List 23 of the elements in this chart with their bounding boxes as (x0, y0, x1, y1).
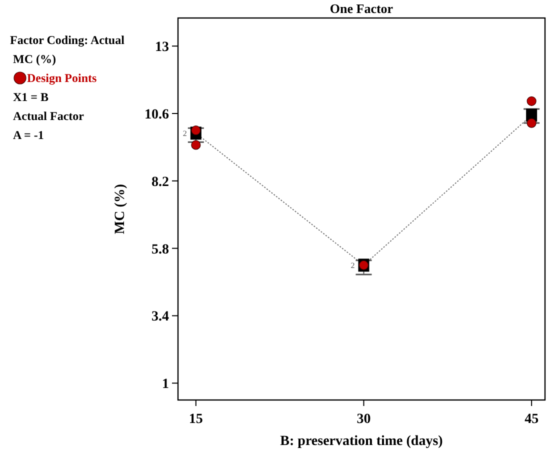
point (526, 118, 536, 128)
annotation: 2 (350, 261, 355, 270)
text: X1 = B (13, 90, 49, 104)
y-tick-label: 13 (155, 40, 169, 56)
y-tick-label: 5.8 (152, 242, 169, 258)
x-axis-title: B: preservation time (days) (280, 434, 444, 449)
text: Factor Coding: Actual (10, 33, 126, 47)
y-tick-label: 10.6 (144, 108, 169, 122)
annotation: 2 (182, 129, 187, 138)
y-axis-title: MC (%) (113, 184, 128, 234)
text: A = -1 (13, 128, 44, 142)
text: MC (%) (13, 52, 56, 66)
point (191, 140, 201, 150)
text: Actual Factor (13, 109, 85, 123)
x-tick-label: 45 (524, 412, 539, 427)
x-tick-label: 30 (356, 412, 371, 427)
y-tick-label: 3.4 (152, 310, 169, 325)
legend-label: Design Points (27, 71, 98, 85)
chart-title: One Factor (330, 1, 394, 16)
y-tick-label: 1 (162, 377, 169, 392)
y-tick-label: 8.2 (152, 174, 169, 190)
x-tick-label: 15 (188, 412, 203, 427)
point (526, 96, 536, 106)
